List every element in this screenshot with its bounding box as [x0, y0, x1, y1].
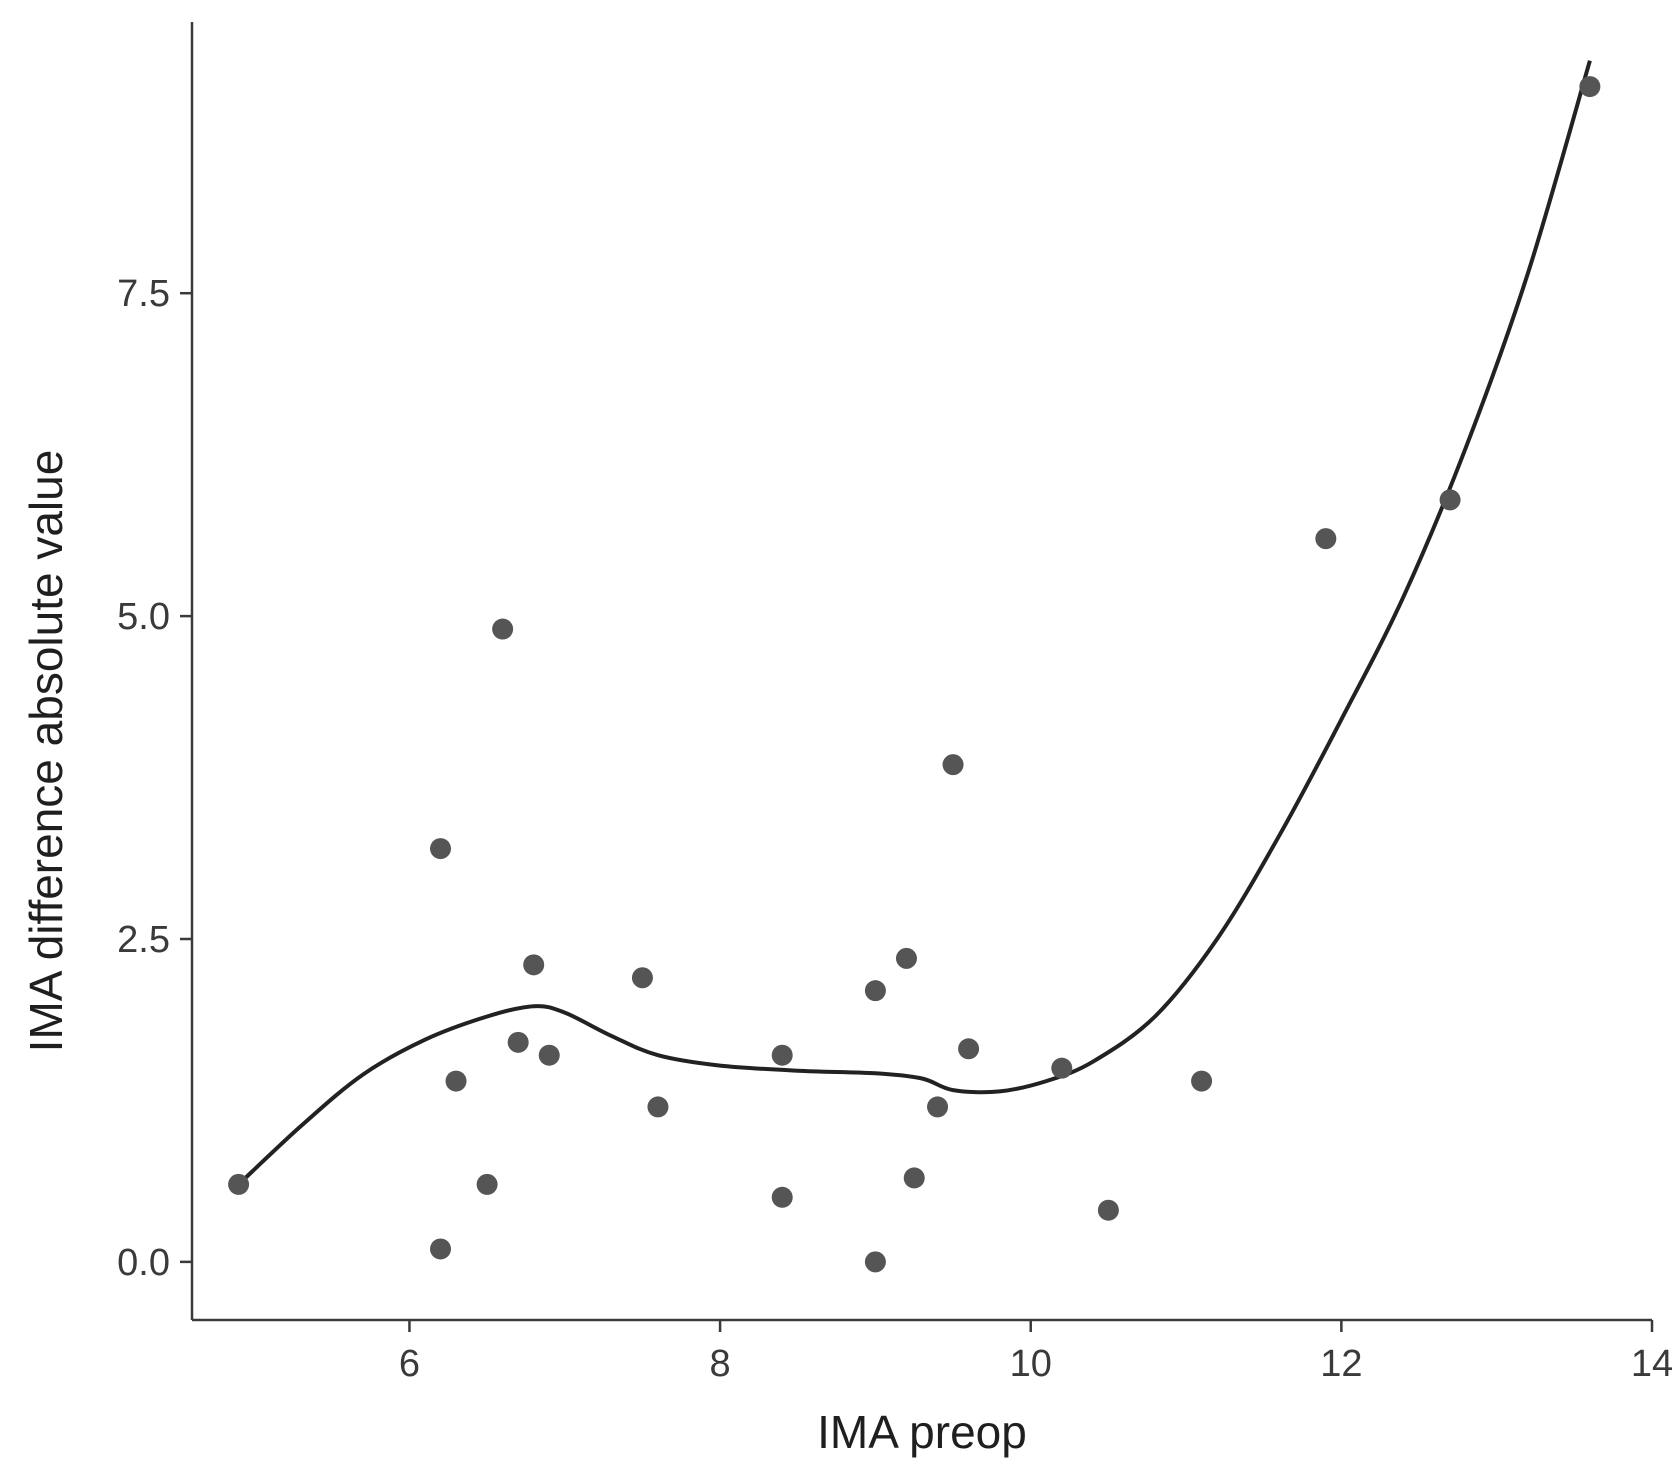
y-tick-label: 5.0	[117, 596, 170, 638]
data-point	[864, 980, 886, 1002]
data-point	[492, 618, 514, 640]
data-point	[631, 967, 653, 989]
y-tick-label: 0.0	[117, 1242, 170, 1284]
y-axis-title: IMA difference absolute value	[20, 450, 72, 1053]
data-point	[771, 1044, 793, 1066]
data-point	[647, 1096, 669, 1118]
data-point	[1315, 528, 1337, 550]
data-point	[1439, 489, 1461, 511]
x-tick-label: 14	[1631, 1343, 1673, 1385]
data-point	[538, 1044, 560, 1066]
data-point	[942, 754, 964, 776]
data-point	[445, 1070, 467, 1092]
x-tick-label: 6	[399, 1343, 420, 1385]
data-point	[523, 954, 545, 976]
data-point	[958, 1038, 980, 1060]
data-points	[228, 76, 1601, 1273]
data-point	[507, 1031, 529, 1053]
data-point	[476, 1173, 498, 1195]
y-axis-ticks: 0.0 2.5 5.0 7.5	[117, 273, 192, 1284]
data-point	[430, 1238, 452, 1260]
data-point	[228, 1173, 250, 1195]
data-point	[1579, 76, 1601, 98]
x-tick-label: 12	[1320, 1343, 1362, 1385]
data-point	[771, 1186, 793, 1208]
x-axis-ticks: 6 8 10 12 14	[399, 1320, 1673, 1385]
x-tick-label: 10	[1010, 1343, 1052, 1385]
data-point	[927, 1096, 949, 1118]
x-axis-title: IMA preop	[817, 1406, 1027, 1458]
data-point	[895, 947, 917, 969]
smoothed-fit-line	[237, 60, 1592, 1186]
data-point	[1097, 1199, 1119, 1221]
data-point	[430, 838, 452, 860]
x-tick-label: 8	[710, 1343, 731, 1385]
y-tick-label: 2.5	[117, 919, 170, 961]
data-point	[1191, 1070, 1213, 1092]
y-tick-label: 7.5	[117, 273, 170, 315]
data-point	[903, 1167, 925, 1189]
plot-area: 0.0 2.5 5.0 7.5 6 8 10 12 14	[117, 22, 1673, 1385]
data-point	[864, 1251, 886, 1273]
data-point	[1051, 1057, 1073, 1079]
